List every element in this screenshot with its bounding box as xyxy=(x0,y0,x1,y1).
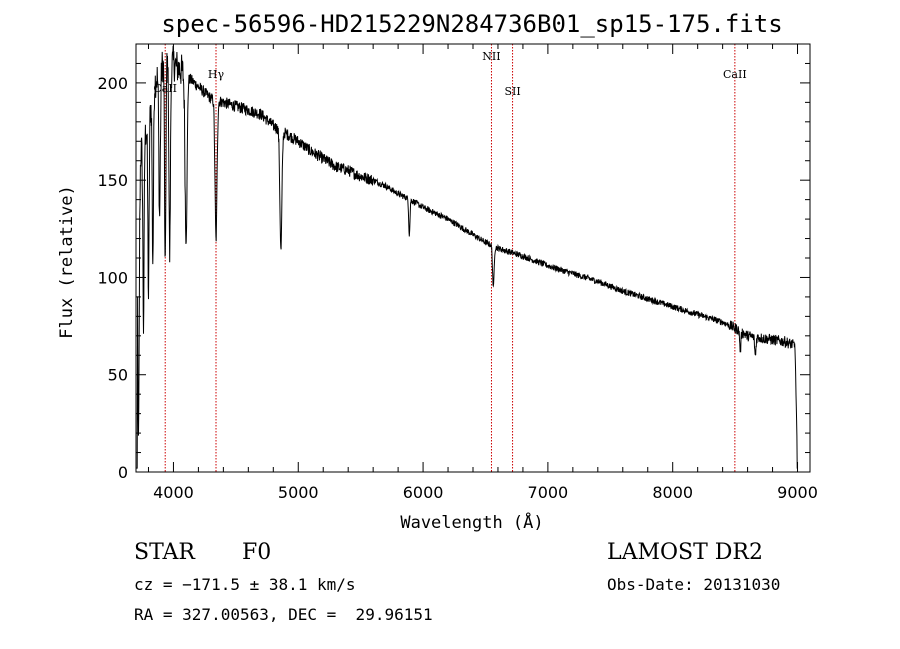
spectral-line-label: SII xyxy=(504,85,520,98)
y-tick-label: 200 xyxy=(97,74,128,93)
x-tick-label: 8000 xyxy=(652,483,693,502)
x-axis-label: Wavelength (Å) xyxy=(400,511,543,533)
spectral-line-label: CaII xyxy=(723,68,747,81)
coordinates: RA = 327.00563, DEC = 29.96151 xyxy=(134,605,433,624)
axis-ticks: 4000 5000 6000 7000 8000 9000 0 50 100 150 200 xyxy=(97,43,818,502)
y-tick-label: 100 xyxy=(97,268,128,287)
object-type: STAR xyxy=(134,540,195,565)
redshift-text: cz = −171.5 ± 38.1 km/s xyxy=(134,575,356,594)
y-tick-label: 0 xyxy=(118,463,128,482)
y-tick-label: 150 xyxy=(97,171,128,190)
spectrum-line xyxy=(136,45,798,469)
x-tick-label: 4000 xyxy=(153,483,194,502)
spectral-line-label: Hγ xyxy=(208,68,225,81)
x-tick-label: 9000 xyxy=(777,483,818,502)
survey-name: LAMOST DR2 xyxy=(607,540,763,565)
chart-title: spec-56596-HD215229N284736B01_sp15-175.f… xyxy=(161,10,782,38)
obs-date: Obs-Date: 20131030 xyxy=(607,575,781,594)
plot-frame xyxy=(135,43,811,473)
x-tick-label: 6000 xyxy=(403,483,444,502)
spectrum-layer xyxy=(136,45,798,469)
y-tick-label: 50 xyxy=(108,366,128,385)
x-tick-label: 5000 xyxy=(278,483,319,502)
y-axis-label: Flux (relative) xyxy=(57,185,77,339)
spectral-line-label: NII xyxy=(482,50,500,63)
object-subclass: F0 xyxy=(242,540,272,565)
x-tick-label: 7000 xyxy=(528,483,569,502)
